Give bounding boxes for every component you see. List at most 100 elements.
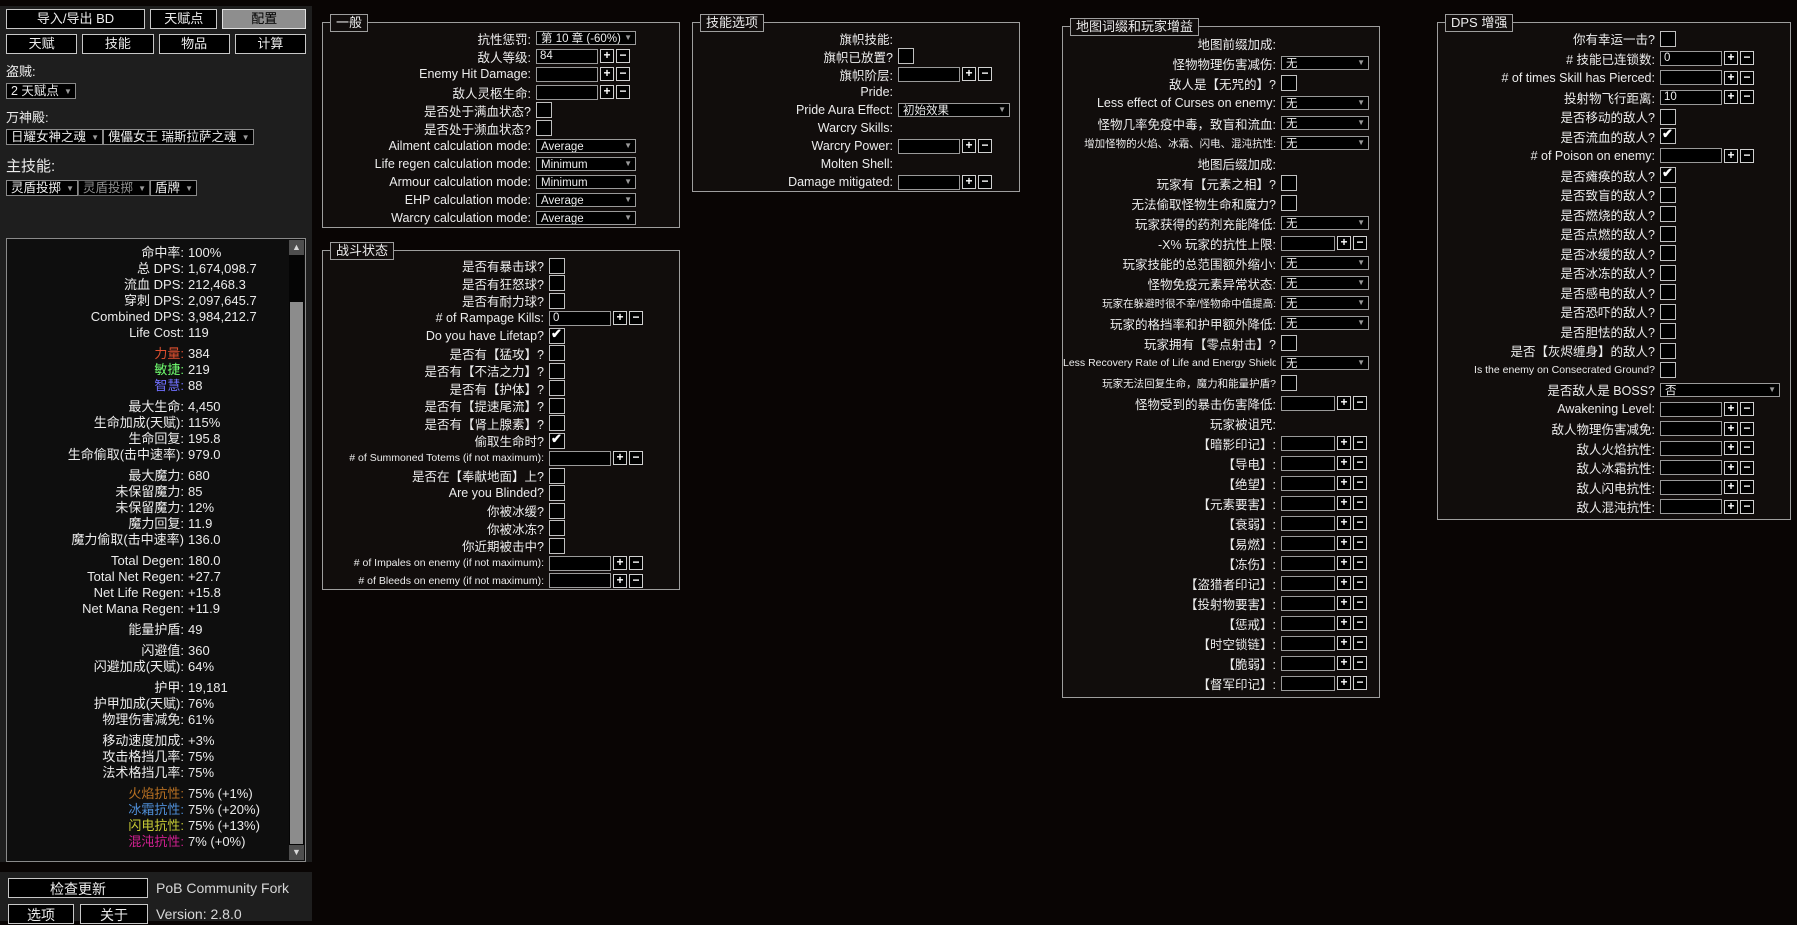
number-input[interactable] [898, 174, 960, 190]
dropdown[interactable]: 无 ▼ [1281, 256, 1369, 270]
decrement-button[interactable]: − [1740, 441, 1754, 456]
dropdown[interactable]: 无 ▼ [1281, 56, 1369, 70]
tab-3[interactable]: 计算 [234, 34, 306, 54]
options-button[interactable]: 选项 [8, 904, 74, 924]
checkbox[interactable] [1660, 186, 1676, 203]
dropdown[interactable]: Minimum ▼ [536, 175, 636, 189]
tab-1[interactable]: 技能 [82, 34, 154, 54]
tab-2[interactable]: 物品 [158, 34, 230, 54]
decrement-button[interactable]: − [978, 175, 992, 189]
decrement-button[interactable]: − [1353, 396, 1367, 410]
checkbox[interactable] [1660, 108, 1676, 125]
increment-button[interactable]: + [1337, 396, 1351, 410]
decrement-button[interactable]: − [1740, 460, 1754, 475]
number-input[interactable] [536, 66, 598, 82]
checkbox[interactable] [549, 520, 565, 537]
decrement-button[interactable]: − [616, 49, 630, 63]
checkbox[interactable] [1660, 206, 1676, 223]
checkbox[interactable] [549, 397, 565, 414]
sidebar-dropdown[interactable]: 灵盾投掷 ▼ [78, 180, 151, 196]
number-input[interactable] [536, 84, 598, 100]
dropdown[interactable]: 无 ▼ [1281, 216, 1369, 230]
decrement-button[interactable]: − [1740, 90, 1754, 105]
check-update-button[interactable]: 检查更新 [8, 878, 148, 898]
checkbox[interactable] [1281, 195, 1297, 211]
dropdown[interactable]: 无 ▼ [1281, 356, 1369, 370]
dropdown[interactable]: Average ▼ [536, 211, 636, 225]
number-input[interactable] [1281, 655, 1335, 671]
dropdown[interactable]: 初始效果 ▼ [898, 103, 1010, 117]
increment-button[interactable]: + [1724, 460, 1738, 475]
decrement-button[interactable]: − [1353, 496, 1367, 510]
scroll-down-icon[interactable]: ▼ [289, 845, 304, 860]
increment-button[interactable]: + [1337, 576, 1351, 590]
checkbox[interactable]: ✔ [1660, 165, 1676, 184]
checkbox[interactable] [549, 292, 565, 309]
tab-0[interactable]: 天赋 [6, 34, 78, 54]
checkbox[interactable] [1660, 362, 1676, 379]
number-input[interactable]: 10 [1660, 89, 1722, 105]
increment-button[interactable]: + [613, 311, 627, 326]
number-input[interactable] [1281, 615, 1335, 631]
checkbox[interactable] [1281, 375, 1297, 391]
checkbox[interactable] [1660, 303, 1676, 320]
dropdown[interactable]: Average ▼ [536, 193, 636, 207]
number-input[interactable] [549, 450, 611, 466]
increment-button[interactable]: + [600, 49, 614, 63]
increment-button[interactable]: + [1337, 596, 1351, 610]
dropdown[interactable]: 无 ▼ [1281, 116, 1369, 130]
checkbox[interactable] [1660, 323, 1676, 340]
sidebar-dropdown[interactable]: 灵盾投掷 ▼ [6, 180, 79, 196]
dropdown[interactable]: 否 ▼ [1660, 382, 1780, 397]
decrement-button[interactable]: − [1353, 236, 1367, 250]
increment-button[interactable]: + [613, 556, 627, 571]
number-input[interactable] [1281, 535, 1335, 551]
scroll-up-icon[interactable]: ▲ [289, 240, 304, 255]
increment-button[interactable]: + [1724, 402, 1738, 417]
number-input[interactable] [1660, 460, 1722, 476]
dropdown[interactable]: 无 ▼ [1281, 296, 1369, 310]
increment-button[interactable]: + [1337, 656, 1351, 670]
increment-button[interactable]: + [1337, 536, 1351, 550]
decrement-button[interactable]: − [1740, 499, 1754, 514]
checkbox[interactable]: ✔ [549, 326, 565, 344]
checkbox[interactable] [549, 467, 565, 484]
number-input[interactable] [1660, 70, 1722, 86]
increment-button[interactable]: + [1724, 499, 1738, 514]
checkbox[interactable] [898, 48, 914, 64]
number-input[interactable] [1281, 575, 1335, 591]
checkbox[interactable] [549, 257, 565, 274]
decrement-button[interactable]: − [1353, 676, 1367, 690]
increment-button[interactable]: + [1337, 456, 1351, 470]
number-input[interactable] [1281, 455, 1335, 471]
checkbox[interactable] [549, 345, 565, 362]
decrement-button[interactable]: − [1740, 148, 1754, 163]
number-input[interactable] [1281, 475, 1335, 491]
dropdown[interactable]: 无 ▼ [1281, 96, 1369, 110]
checkbox[interactable] [1281, 75, 1297, 91]
decrement-button[interactable]: − [1740, 402, 1754, 417]
number-input[interactable] [1281, 555, 1335, 571]
increment-button[interactable]: + [1724, 441, 1738, 456]
dropdown[interactable]: Minimum ▼ [536, 157, 636, 171]
increment-button[interactable]: + [1724, 480, 1738, 495]
increment-button[interactable]: + [1724, 51, 1738, 66]
number-input[interactable]: 0 [1660, 50, 1722, 66]
increment-button[interactable]: + [613, 573, 627, 588]
increment-button[interactable]: + [962, 139, 976, 153]
increment-button[interactable]: + [1724, 148, 1738, 163]
increment-button[interactable]: + [1724, 90, 1738, 105]
number-input[interactable] [1660, 479, 1722, 495]
increment-button[interactable]: + [962, 67, 976, 81]
checkbox[interactable] [549, 275, 565, 292]
decrement-button[interactable]: − [1353, 456, 1367, 470]
decrement-button[interactable]: − [1353, 616, 1367, 630]
checkbox[interactable] [549, 415, 565, 432]
increment-button[interactable]: + [600, 67, 614, 81]
increment-button[interactable]: + [1337, 616, 1351, 630]
checkbox[interactable] [549, 362, 565, 379]
decrement-button[interactable]: − [629, 573, 643, 588]
decrement-button[interactable]: − [978, 67, 992, 81]
checkbox[interactable] [1660, 342, 1676, 359]
checkbox[interactable] [1660, 264, 1676, 281]
